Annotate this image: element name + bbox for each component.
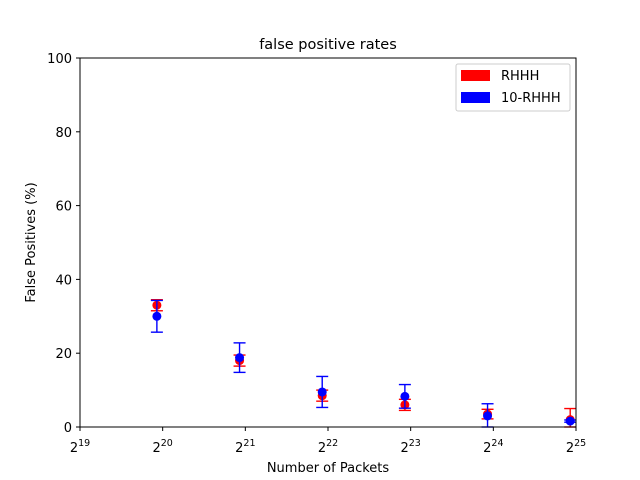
x-tick-label-23: 223 <box>400 438 420 456</box>
x-tick-label-25: 225 <box>566 438 586 456</box>
x-axis: 219 220 221 222 223 224 225 <box>70 427 586 456</box>
legend-label-10-rhhh: 10-RHHH <box>501 91 561 106</box>
y-axis-label: False Positives (%) <box>24 182 39 302</box>
x-tick-label-20: 220 <box>152 438 172 456</box>
data-point-10-rhhh-5 <box>565 416 575 426</box>
x-tick-label-19: 219 <box>70 438 90 456</box>
chart-title: false positive rates <box>259 37 397 53</box>
data-point-10-rhhh-1 <box>235 353 245 363</box>
plot-area <box>150 298 577 428</box>
y-axis: 0 20 40 60 80 100 <box>47 52 80 436</box>
y-tick-label-100: 100 <box>47 52 72 67</box>
data-point-10-rhhh-4 <box>483 411 493 421</box>
legend-label-rhhh: RHHH <box>501 69 539 84</box>
y-tick-label-60: 60 <box>55 200 72 215</box>
y-tick-label-20: 20 <box>55 347 72 362</box>
data-point-10-rhhh-0 <box>152 311 162 321</box>
data-point-10-rhhh-3 <box>400 391 410 401</box>
y-tick-label-0: 0 <box>64 421 72 436</box>
x-tick-label-21: 221 <box>235 438 255 456</box>
x-tick-label-22: 222 <box>318 438 338 456</box>
y-tick-label-80: 80 <box>55 126 72 141</box>
legend-swatch-10-rhhh <box>461 92 490 103</box>
y-tick-label-40: 40 <box>55 273 72 288</box>
x-axis-label: Number of Packets <box>267 461 390 476</box>
legend: RHHH 10-RHHH <box>455 63 571 112</box>
legend-swatch-rhhh <box>461 70 490 81</box>
x-tick-label-24: 224 <box>483 438 503 456</box>
data-point-10-rhhh-2 <box>317 387 327 397</box>
